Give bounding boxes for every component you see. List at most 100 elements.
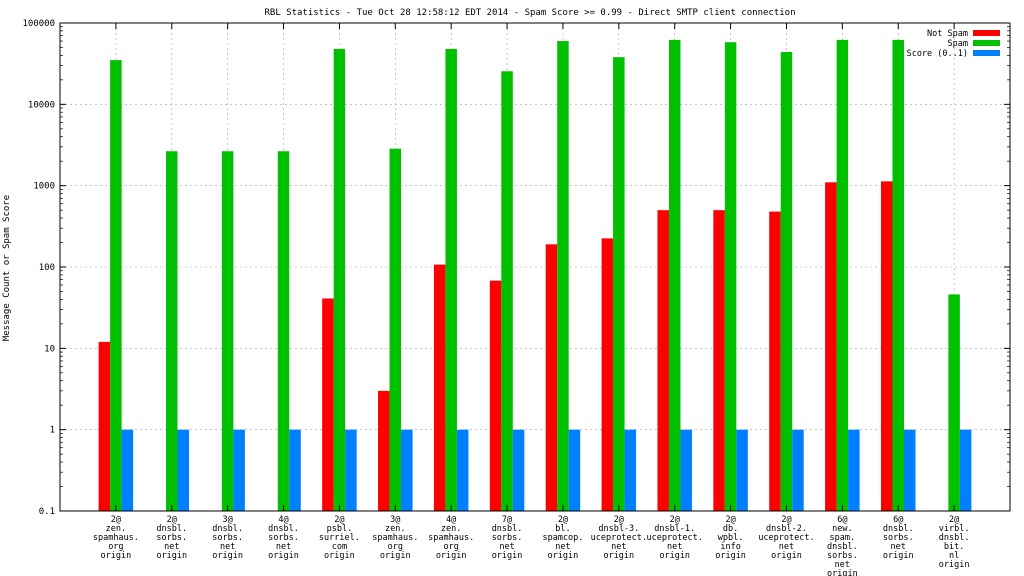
x-category-line: 3@ bbox=[223, 515, 233, 525]
y-tick-label: 1 bbox=[50, 426, 55, 436]
bar bbox=[221, 151, 234, 511]
x-category-line: 2@ bbox=[670, 515, 680, 525]
y-tick-label: 100000 bbox=[22, 19, 55, 29]
bar bbox=[501, 71, 513, 511]
x-category-line: sorbs. bbox=[883, 533, 914, 543]
x-category-line: net bbox=[276, 542, 291, 552]
bar bbox=[959, 429, 972, 511]
bar bbox=[166, 151, 178, 511]
bar bbox=[601, 238, 614, 511]
bar bbox=[848, 429, 860, 511]
bar bbox=[736, 429, 748, 511]
grid-lines bbox=[60, 23, 1010, 511]
x-category-line: 2@ bbox=[167, 515, 177, 525]
bar bbox=[557, 41, 569, 511]
x-category-line: zen. bbox=[441, 524, 461, 534]
x-category-line: spamhaus. bbox=[372, 533, 418, 543]
x-category-line: bit. bbox=[944, 542, 964, 552]
x-category-line: 6@ bbox=[837, 515, 847, 525]
bar bbox=[724, 42, 737, 512]
x-category-line: net bbox=[164, 542, 179, 552]
x-category-line: origin bbox=[603, 551, 634, 561]
legend-label: Not Spam bbox=[927, 29, 968, 39]
x-category-line: net bbox=[220, 542, 235, 552]
bar bbox=[836, 39, 849, 512]
x-category-line: net bbox=[835, 560, 850, 570]
x-category-line: 2@ bbox=[614, 515, 624, 525]
legend-swatch bbox=[973, 50, 1000, 56]
x-category-line: zen. bbox=[385, 524, 405, 534]
x-category-line: 2@ bbox=[334, 515, 344, 525]
x-category-line: origin bbox=[156, 551, 187, 561]
x-category-line: spamhaus. bbox=[428, 533, 474, 543]
x-category-line: dnsbl. bbox=[212, 524, 243, 534]
x-category-line: org bbox=[388, 542, 403, 552]
x-category-label: 3@ zen. spamhaus. org origin bbox=[372, 515, 418, 561]
x-category-line: 6@ bbox=[893, 515, 903, 525]
x-category-line: origin bbox=[436, 551, 467, 561]
x-category-line: uceprotect. bbox=[591, 533, 647, 543]
x-category-line: net bbox=[779, 542, 794, 552]
legend-swatch bbox=[973, 40, 1000, 46]
x-category-line: com bbox=[332, 542, 347, 552]
x-category-line: origin bbox=[827, 569, 858, 576]
bar bbox=[389, 148, 402, 512]
x-category-line: nl bbox=[949, 551, 959, 561]
x-category-line: sorbs. bbox=[827, 551, 858, 561]
x-category-line: origin bbox=[715, 551, 746, 561]
bar bbox=[401, 429, 413, 511]
bar bbox=[322, 298, 334, 511]
x-category-label: 4@ zen. spamhaus. org origin bbox=[428, 515, 474, 561]
x-category-line: 2@ bbox=[558, 515, 568, 525]
bar bbox=[333, 48, 346, 511]
bar bbox=[657, 210, 669, 511]
x-category-line: dnsbl-3. bbox=[598, 524, 639, 534]
x-category-line: origin bbox=[883, 551, 914, 561]
x-category-line: dnsbl. bbox=[827, 542, 858, 552]
bar bbox=[903, 429, 916, 511]
x-category-line: origin bbox=[101, 551, 132, 561]
y-tick-label: 100 bbox=[39, 263, 55, 273]
bar bbox=[880, 181, 893, 512]
x-category-line: virbl. bbox=[939, 524, 970, 534]
x-category-label: 2@ dnsbl. sorbs. net origin bbox=[156, 515, 187, 561]
x-category-line: net bbox=[667, 542, 682, 552]
bar bbox=[568, 429, 581, 511]
bar bbox=[668, 39, 681, 512]
bar bbox=[378, 390, 390, 511]
bar bbox=[433, 264, 446, 511]
bar bbox=[489, 280, 502, 511]
y-tick-label: 1000 bbox=[33, 182, 55, 192]
legend-label: Spam bbox=[948, 39, 968, 49]
x-category-label: 2@ dnsbl-1. uceprotect. net origin bbox=[647, 515, 703, 561]
x-category-line: info bbox=[720, 542, 740, 552]
x-category-line: 2@ bbox=[949, 515, 959, 525]
x-category-line: zen. bbox=[106, 524, 126, 534]
x-category-line: dnsbl. bbox=[268, 524, 299, 534]
x-category-label: 7@ dnsbl. sorbs. net origin bbox=[492, 515, 523, 561]
x-category-line: 4@ bbox=[446, 515, 456, 525]
x-category-line: origin bbox=[939, 560, 970, 570]
bar bbox=[456, 429, 469, 511]
bar bbox=[98, 341, 111, 511]
x-category-line: sorbs. bbox=[156, 533, 187, 543]
bar bbox=[177, 429, 190, 511]
x-category-line: dnsbl. bbox=[883, 524, 914, 534]
x-category-line: origin bbox=[771, 551, 802, 561]
x-category-line: origin bbox=[659, 551, 690, 561]
y-tick-label: 0.1 bbox=[39, 507, 55, 517]
bar bbox=[289, 429, 301, 511]
bar bbox=[121, 429, 134, 511]
x-category-line: spamcop. bbox=[542, 533, 583, 543]
y-tick-label: 10000 bbox=[28, 100, 55, 110]
x-category-line: net bbox=[555, 542, 570, 552]
x-category-label: 2@ db. wpbl. info origin bbox=[715, 515, 746, 561]
x-category-line: sorbs. bbox=[492, 533, 523, 543]
x-category-label: 4@ dnsbl. sorbs. net origin bbox=[268, 515, 299, 561]
x-category-line: origin bbox=[324, 551, 355, 561]
bar bbox=[825, 182, 837, 512]
legend-label: Score (0..1) bbox=[907, 49, 968, 59]
